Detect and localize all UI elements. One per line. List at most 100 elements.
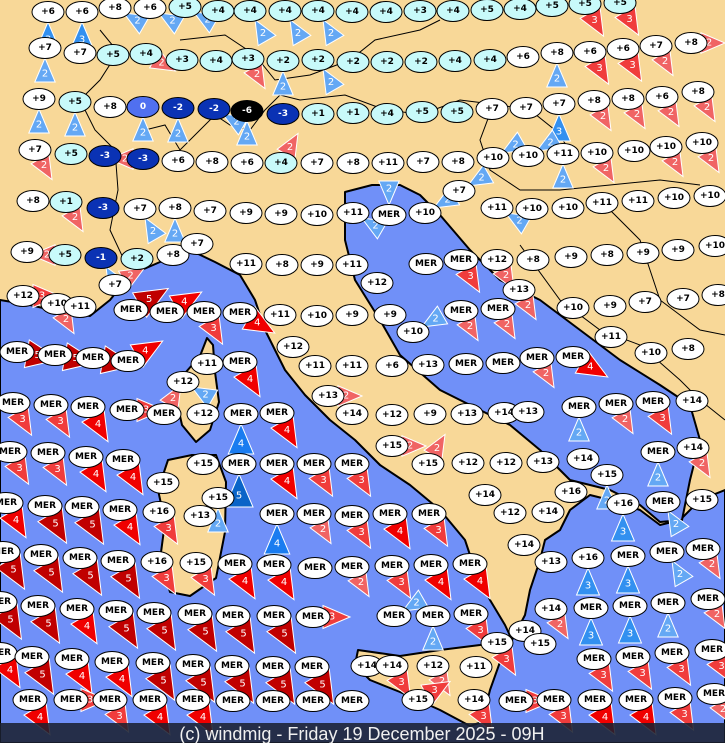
temperature-oval: [626, 242, 660, 264]
temperature-oval: [296, 503, 332, 525]
wind-force-label: 4: [93, 469, 99, 480]
temperature-label: +5: [64, 149, 78, 159]
wind-force-label: 2: [328, 77, 334, 88]
temperature-oval: [502, 279, 536, 301]
temperature-label: MER: [341, 696, 363, 706]
temperature-oval: [408, 253, 444, 275]
station-marker: +14: [468, 484, 502, 506]
wind-force-label: 2: [554, 74, 560, 85]
temperature-oval: [576, 648, 612, 670]
station-marker: +5: [168, 0, 202, 18]
station-marker: MER: [256, 554, 292, 576]
temperature-oval: [443, 249, 479, 271]
wind-force-label: 2: [677, 569, 683, 580]
station-marker: +14: [676, 437, 710, 459]
temperature-oval: [229, 253, 263, 275]
temperature-label: +15: [487, 638, 507, 648]
temperature-oval: [109, 399, 145, 421]
temperature-label: +10: [47, 299, 67, 309]
temperature-label: +4: [274, 158, 288, 168]
wind-force-label: 3: [39, 291, 45, 302]
wind-force-label: 4: [181, 297, 187, 308]
temperature-label: MER: [37, 448, 59, 458]
temperature-label: +8: [711, 290, 725, 300]
station-marker: MER: [498, 690, 534, 712]
temperature-label: MER: [182, 660, 204, 670]
station-marker: +11: [298, 355, 332, 377]
wind-triangle: [157, 12, 186, 35]
station-marker: +13: [183, 505, 217, 527]
station-marker: +5: [96, 44, 130, 66]
wind-force-label: 3: [320, 475, 326, 486]
temperature-label: +10: [307, 311, 327, 321]
station-marker: +8: [681, 81, 715, 103]
wind-force-label: 2: [320, 524, 326, 535]
temperature-label: +10: [692, 138, 712, 148]
temperature-label: +11: [553, 149, 573, 159]
temperature-oval: [259, 503, 295, 525]
station-marker: MER: [598, 393, 634, 415]
wind-marker: 2: [546, 61, 568, 88]
wind-force-label: 4: [142, 346, 148, 357]
temperature-oval: [335, 304, 369, 326]
temperature-oval: [221, 453, 257, 475]
wind-force-label: 2: [672, 157, 678, 168]
station-marker: MER: [374, 555, 410, 577]
temperature-oval: [452, 553, 488, 575]
wind-force-label: 2: [343, 391, 349, 402]
temperature-label: +4: [379, 7, 393, 17]
temperature-label: MER: [60, 695, 82, 705]
station-marker: MER: [222, 351, 258, 373]
station-marker: +11: [335, 355, 369, 377]
temperature-oval: [503, 0, 537, 20]
temperature-oval: [168, 0, 202, 18]
temperature-label: MER: [459, 559, 481, 569]
temperature-oval: [634, 342, 668, 364]
wind-force-label: 2: [439, 676, 445, 687]
temperature-label: MER: [562, 352, 584, 362]
temperature-label: MER: [505, 696, 527, 706]
temperature-label: +4: [278, 6, 292, 16]
temperature-label: +12: [423, 661, 443, 671]
station-marker: +7: [475, 98, 509, 120]
station-marker: +13: [526, 451, 560, 473]
temperature-oval: [295, 606, 331, 628]
wind-triangle: [657, 611, 679, 638]
temperature-label: MER: [381, 561, 403, 571]
temperature-oval: [49, 191, 83, 213]
station-marker: +5: [440, 101, 474, 123]
temperature-label: MER: [30, 550, 52, 560]
temperature-label: +15: [597, 470, 617, 480]
station-marker: -3: [126, 148, 160, 170]
station-marker: MER: [411, 503, 447, 525]
station-marker: MER: [110, 350, 146, 372]
station-marker: +12: [6, 285, 40, 307]
temperature-label: +8: [587, 96, 601, 106]
wind-force-label: 2: [547, 138, 553, 149]
temperature-label: +11: [487, 203, 507, 213]
wind-force-label: 2: [512, 140, 518, 151]
temperature-oval: [37, 344, 73, 366]
temperature-oval: [33, 394, 69, 416]
station-marker: +2: [301, 49, 335, 71]
temperature-oval: [334, 690, 370, 712]
temperature-oval: [413, 403, 447, 425]
temperature-oval: [370, 103, 404, 125]
wind-triangle: [144, 216, 167, 245]
wind-force-label: 2: [358, 577, 364, 588]
temperature-oval: [515, 198, 549, 220]
station-marker: +6: [506, 46, 540, 68]
wind-force-label: 2: [134, 16, 140, 27]
temperature-label: +15: [530, 639, 550, 649]
temperature-oval: [64, 496, 100, 518]
temperature-oval: [696, 683, 725, 705]
temperature-oval: [603, 0, 637, 14]
temperature-label: +8: [451, 157, 465, 167]
station-marker: MER: [443, 300, 479, 322]
temperature-label: +7: [416, 157, 430, 167]
temperature-label: MER: [71, 502, 93, 512]
station-marker: +13: [450, 403, 484, 425]
station-marker: +2: [404, 51, 438, 73]
wind-marker: 2: [28, 107, 50, 134]
